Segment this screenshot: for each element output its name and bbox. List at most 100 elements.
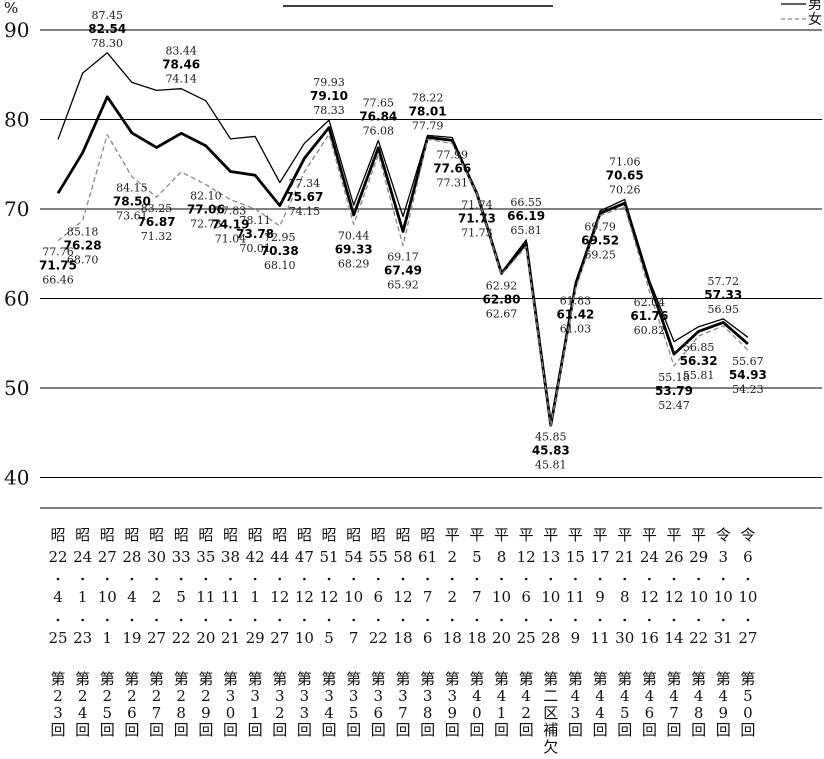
x-label-session-char: 回 xyxy=(666,721,681,739)
x-label-month: 10 xyxy=(738,588,757,606)
x-label-session-char: 第 xyxy=(494,670,509,688)
x-label-day: 6 xyxy=(423,629,433,647)
x-label-separator-dot xyxy=(179,618,183,622)
x-label-year: 38 xyxy=(221,548,240,566)
x-label-separator-dot xyxy=(598,618,602,622)
data-label: 78.11 xyxy=(239,214,271,227)
data-label: 70.44 xyxy=(338,229,370,242)
x-label-separator-dot xyxy=(450,577,454,581)
x-label-day: 27 xyxy=(270,629,289,647)
data-label: 69.33 xyxy=(335,242,373,256)
x-label-month: 10 xyxy=(541,588,560,606)
x-label-session-char: 回 xyxy=(198,721,213,739)
x-label-era: 昭 xyxy=(420,526,435,544)
x-label-separator-dot xyxy=(648,618,651,622)
x-label-era: 昭 xyxy=(223,526,238,544)
y-axis-unit: % xyxy=(4,0,18,17)
x-label-session-char: 6 xyxy=(645,704,655,722)
data-label: 55.18 xyxy=(658,371,690,384)
data-label: 74.19 xyxy=(211,218,249,232)
x-label-session-char: 2 xyxy=(127,687,137,705)
data-label: 45.83 xyxy=(532,444,570,458)
x-label-session-char: 5 xyxy=(743,687,753,705)
x-label-session-char: 3 xyxy=(250,687,260,705)
x-label-session-char: 第 xyxy=(519,670,534,688)
x-label-session-char: 6 xyxy=(374,704,384,722)
x-label-session-char: 回 xyxy=(124,721,139,739)
data-label: 77.66 xyxy=(433,162,471,176)
x-label-month: 4 xyxy=(127,588,137,606)
x-label-separator-dot xyxy=(524,577,528,581)
data-label: 66.55 xyxy=(510,196,542,209)
data-label: 83.25 xyxy=(141,202,173,215)
data-label: 78.33 xyxy=(313,104,345,117)
x-label-session-char: 5 xyxy=(103,704,113,722)
x-label-session-char: 第 xyxy=(716,670,731,688)
data-label: 67.49 xyxy=(384,264,422,278)
x-label-separator-dot xyxy=(549,618,553,622)
data-label: 71.75 xyxy=(39,259,77,273)
y-axis-ticks: 40 50 60 70 80 90 xyxy=(4,18,29,490)
x-label-session-char: 欠 xyxy=(543,738,558,756)
data-label: 66.46 xyxy=(42,274,74,287)
x-label-separator-dot xyxy=(401,618,405,622)
x-label-separator-dot xyxy=(721,577,725,581)
series-line-女 xyxy=(57,133,749,427)
data-label: 69.25 xyxy=(584,249,616,262)
x-label-session-char: 回 xyxy=(740,721,755,739)
x-label-year: 33 xyxy=(172,548,191,566)
x-label-separator-dot xyxy=(278,618,282,622)
x-label-separator-dot xyxy=(648,577,651,581)
x-label-session-char: 2 xyxy=(201,687,211,705)
x-label-separator-dot xyxy=(303,618,306,622)
data-label: 73.61 xyxy=(116,210,148,223)
x-label-month: 4 xyxy=(53,588,63,606)
y-tick-label-50: 50 xyxy=(4,376,29,400)
x-label-year: 61 xyxy=(418,548,437,566)
x-label-year: 26 xyxy=(664,548,683,566)
data-label: 68.29 xyxy=(338,257,370,270)
x-label-year: 24 xyxy=(640,548,659,566)
data-label: 52.47 xyxy=(658,399,690,412)
data-label: 78.50 xyxy=(113,195,151,209)
x-label-day: 14 xyxy=(664,629,683,647)
x-label-separator-dot xyxy=(450,618,454,622)
x-label-session-char: 3 xyxy=(226,687,236,705)
x-label-session-char: 3 xyxy=(275,687,285,705)
x-label-month: 12 xyxy=(664,588,683,606)
x-label-separator-dot xyxy=(746,577,750,581)
data-label: 77.31 xyxy=(436,177,468,190)
x-label-session-char: 第 xyxy=(371,670,386,688)
x-label-session-char: 3 xyxy=(324,687,334,705)
x-label-session-char: 4 xyxy=(694,687,704,705)
x-label-separator-dot xyxy=(229,577,232,581)
x-label-session-char: 4 xyxy=(472,687,482,705)
x-label-day: 22 xyxy=(172,629,191,647)
x-label-session-char: 第 xyxy=(740,670,755,688)
x-label-session-char: 7 xyxy=(152,704,162,722)
x-label-day: 10 xyxy=(295,629,314,647)
x-label-session-char: 第 xyxy=(124,670,139,688)
data-label: 56.95 xyxy=(708,303,740,316)
x-label-era: 昭 xyxy=(75,526,90,544)
x-label-separator-dot xyxy=(155,618,158,622)
x-label-session-char: 第 xyxy=(174,670,189,688)
x-label-session-char: 第 xyxy=(445,670,460,688)
x-label-era: 昭 xyxy=(248,526,263,544)
data-label: 60.82 xyxy=(634,324,666,337)
x-label-session-char: 回 xyxy=(642,721,657,739)
data-label: 56.85 xyxy=(683,341,715,354)
x-label-separator-dot xyxy=(574,577,577,581)
x-label-day: 27 xyxy=(147,629,166,647)
x-label-session-char: 1 xyxy=(250,704,260,722)
data-label: 77.79 xyxy=(412,119,444,132)
x-label-session-char: 第 xyxy=(346,670,361,688)
